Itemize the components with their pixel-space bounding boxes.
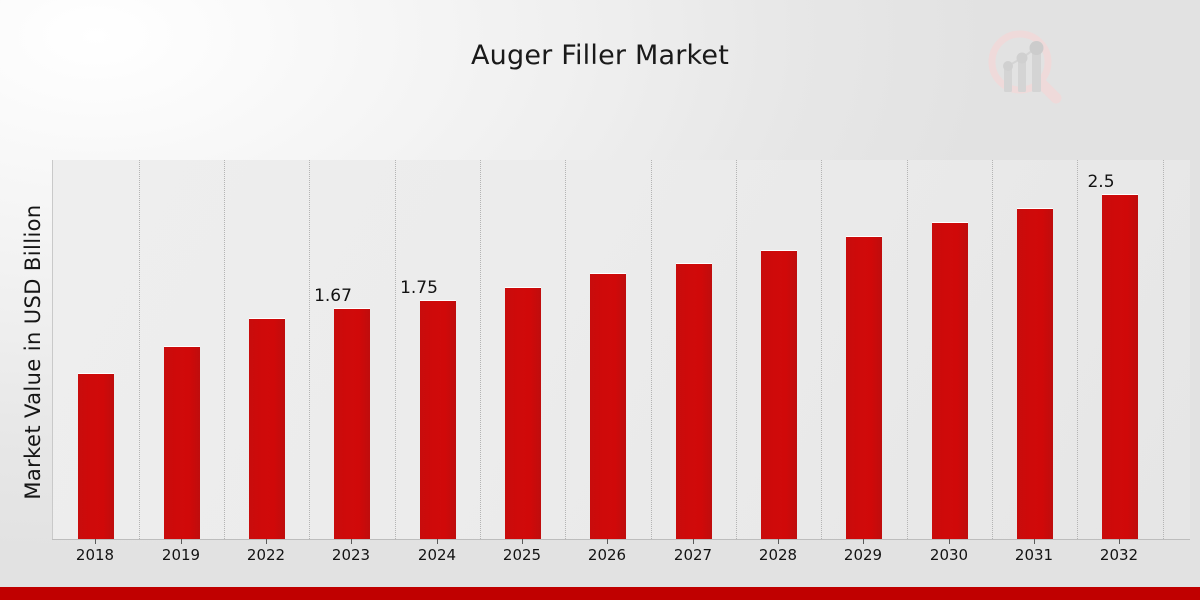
x-tick-label-2031: 2031 xyxy=(1014,546,1054,564)
bar-2022[interactable] xyxy=(249,318,285,539)
bar-2018[interactable] xyxy=(78,373,114,539)
bar-2029[interactable] xyxy=(846,236,882,539)
x-tick-label-2030: 2030 xyxy=(929,546,969,564)
x-tick-label-2028: 2028 xyxy=(758,546,798,564)
x-tick xyxy=(522,539,523,544)
x-tick xyxy=(266,539,267,544)
x-tick xyxy=(778,539,779,544)
plot-area xyxy=(52,160,1190,539)
gridline xyxy=(480,160,481,539)
gridline xyxy=(309,160,310,539)
gridline xyxy=(224,160,225,539)
x-tick-label-2032: 2032 xyxy=(1099,546,1139,564)
gridline xyxy=(1077,160,1078,539)
x-tick xyxy=(181,539,182,544)
bar-value-label-2032: 2.5 xyxy=(1087,172,1115,192)
bar-2024[interactable] xyxy=(420,300,456,539)
x-tick-label-2023: 2023 xyxy=(331,546,371,564)
x-tick-label-2018: 2018 xyxy=(75,546,115,564)
x-tick-label-2024: 2024 xyxy=(417,546,457,564)
bar-value-label-2024: 1.75 xyxy=(400,278,438,298)
bar-value-label-2023: 1.67 xyxy=(314,286,352,306)
x-tick xyxy=(351,539,352,544)
bar-2027[interactable] xyxy=(676,263,712,539)
bar-2019[interactable] xyxy=(164,346,200,539)
x-tick xyxy=(437,539,438,544)
x-tick xyxy=(949,539,950,544)
gridline xyxy=(907,160,908,539)
bar-2030[interactable] xyxy=(932,222,968,539)
footer-accent-bar xyxy=(0,587,1200,600)
x-tick xyxy=(95,539,96,544)
bar-2028[interactable] xyxy=(761,250,797,539)
x-tick-label-2027: 2027 xyxy=(673,546,713,564)
x-tick xyxy=(863,539,864,544)
x-tick-label-2022: 2022 xyxy=(246,546,286,564)
gridline xyxy=(992,160,993,539)
x-tick xyxy=(693,539,694,544)
bar-2031[interactable] xyxy=(1017,208,1053,539)
x-tick-label-2025: 2025 xyxy=(502,546,542,564)
gridline xyxy=(1163,160,1164,539)
page-title: Auger Filler Market xyxy=(471,40,729,71)
gridline xyxy=(139,160,140,539)
x-tick-label-2019: 2019 xyxy=(161,546,201,564)
gridline xyxy=(651,160,652,539)
gridline xyxy=(395,160,396,539)
x-tick-label-2029: 2029 xyxy=(843,546,883,564)
x-tick xyxy=(1119,539,1120,544)
gridline xyxy=(736,160,737,539)
bar-2023[interactable] xyxy=(334,308,370,539)
x-tick xyxy=(1034,539,1035,544)
x-axis-line xyxy=(52,539,1190,540)
x-tick xyxy=(607,539,608,544)
bar-2026[interactable] xyxy=(590,273,626,539)
gridline xyxy=(565,160,566,539)
bar-2025[interactable] xyxy=(505,287,541,539)
gridline xyxy=(821,160,822,539)
magnifier-bar-chart-logo-icon xyxy=(982,24,1068,110)
x-tick-label-2026: 2026 xyxy=(587,546,627,564)
y-axis-label: Market Value in USD Billion xyxy=(21,204,45,500)
bar-2032[interactable] xyxy=(1102,194,1138,539)
